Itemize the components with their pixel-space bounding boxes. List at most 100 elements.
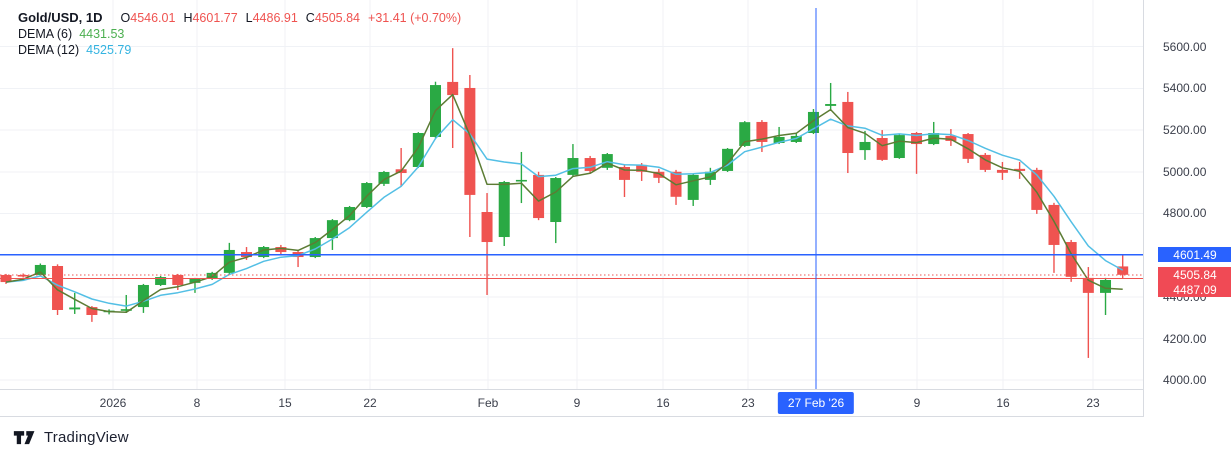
change-value: +31.41 (+0.70%) <box>368 11 462 25</box>
time-axis-label: 16 <box>996 396 1010 410</box>
time-axis-label: 22 <box>363 396 377 410</box>
price-axis[interactable]: 4000.004200.004400.004600.004800.005000.… <box>1143 0 1231 417</box>
candle <box>498 181 510 238</box>
candle <box>69 307 81 310</box>
high-value: 4601.77 <box>192 11 238 25</box>
candle <box>447 81 459 96</box>
open-letter: O <box>120 11 131 25</box>
indicator-name: DEMA (12) <box>18 43 80 57</box>
candle <box>962 134 974 159</box>
candle <box>172 274 184 285</box>
candle <box>17 274 29 277</box>
candle <box>979 154 991 170</box>
dema-6-line <box>5 93 1123 314</box>
indicator-name: DEMA (6) <box>18 27 73 41</box>
candle <box>945 135 957 141</box>
candle <box>739 122 751 146</box>
candle <box>876 138 888 160</box>
candle <box>275 247 287 253</box>
candle <box>533 174 545 219</box>
time-axis[interactable]: 23 16 9 23 16 9 Feb 22 15 8 2026 27 Feb '26 <box>0 389 1231 417</box>
candle <box>653 171 665 178</box>
low-value: 4486.91 <box>252 11 298 25</box>
tradingview-logo-icon <box>13 430 35 444</box>
candle <box>1048 204 1060 245</box>
candle <box>258 247 270 258</box>
candle <box>52 266 64 310</box>
chart-canvas[interactable] <box>0 0 1143 389</box>
open-value: 4546.01 <box>130 11 176 25</box>
price-axis-label: 5600.00 <box>1163 39 1207 54</box>
symbol-legend-row[interactable]: Gold/USD, 1D O4546.01 H4601.77 L4486.91 C450… <box>18 10 461 26</box>
price-axis-label: 4800.00 <box>1163 206 1207 221</box>
candle <box>859 141 871 151</box>
candle <box>618 166 630 180</box>
candle <box>773 136 785 144</box>
candle <box>34 264 46 275</box>
time-axis-label: 2026 <box>99 396 127 410</box>
candle <box>1031 169 1043 210</box>
candle <box>893 135 905 159</box>
high-letter: H <box>183 11 193 25</box>
close-value: 4505.84 <box>314 11 361 25</box>
candle <box>550 178 562 223</box>
candle <box>687 174 699 200</box>
time-axis-label: 9 <box>913 396 921 410</box>
indicator-legend-row-dema12[interactable]: DEMA (12) 4525.79 <box>18 42 461 58</box>
candle <box>704 171 716 180</box>
indicator-value: 4431.53 <box>79 27 125 41</box>
chart-legend: Gold/USD, 1D O4546.01 H4601.77 L4486.91 C450… <box>18 10 461 58</box>
candle <box>756 121 768 142</box>
candle <box>361 183 373 208</box>
dema-12-line <box>5 118 1124 307</box>
time-axis-label: Feb <box>477 396 499 410</box>
candle <box>412 133 424 167</box>
candle <box>189 278 201 283</box>
price-axis-label: 5400.00 <box>1163 81 1207 96</box>
candle <box>120 309 132 311</box>
time-axis-label: 8 <box>193 396 201 410</box>
candle <box>137 284 149 308</box>
time-axis-label: 23 <box>741 396 755 410</box>
close-letter: C <box>305 11 315 25</box>
candlestick-series <box>0 48 1129 358</box>
indicator-legend-row-dema6[interactable]: DEMA (6) 4431.53 <box>18 26 461 42</box>
candle <box>464 87 476 195</box>
grid <box>0 0 1143 389</box>
price-axis-label: 5000.00 <box>1163 164 1207 179</box>
candle <box>911 133 923 145</box>
candle <box>825 104 837 106</box>
candle <box>1117 266 1129 275</box>
candle <box>1014 168 1026 171</box>
candle <box>309 238 321 258</box>
price-line-label: 4601.49 <box>1158 247 1231 263</box>
crosshair-date-badge: 27 Feb '26 <box>777 392 855 414</box>
time-axis-label: 9 <box>573 396 581 410</box>
price-axis-label: 5200.00 <box>1163 123 1207 138</box>
candle <box>344 207 356 221</box>
candle <box>722 148 734 171</box>
indicator-value: 4525.79 <box>86 43 132 57</box>
candle <box>584 158 596 171</box>
low-letter: L <box>245 11 253 25</box>
tradingview-logo-text: TradingView <box>44 429 129 446</box>
time-axis-label: 15 <box>278 396 292 410</box>
candle <box>996 169 1008 173</box>
time-axis-label: 23 <box>1086 396 1100 410</box>
symbol-title: Gold/USD, 1D <box>18 10 103 25</box>
candle <box>636 164 648 172</box>
time-axis-label: 16 <box>656 396 670 410</box>
candle <box>86 307 98 315</box>
candle <box>378 171 390 184</box>
candle <box>1100 279 1112 293</box>
candle <box>155 277 167 285</box>
current-price-label: 4505.84 <box>1158 267 1231 283</box>
candle <box>1082 277 1094 293</box>
tradingview-logo[interactable]: TradingView <box>13 429 129 446</box>
candle <box>807 111 819 134</box>
candle <box>601 154 613 168</box>
candle <box>481 212 493 243</box>
alert-price-label: 4487.09 <box>1158 282 1231 298</box>
price-axis-label: 4000.00 <box>1163 373 1207 388</box>
